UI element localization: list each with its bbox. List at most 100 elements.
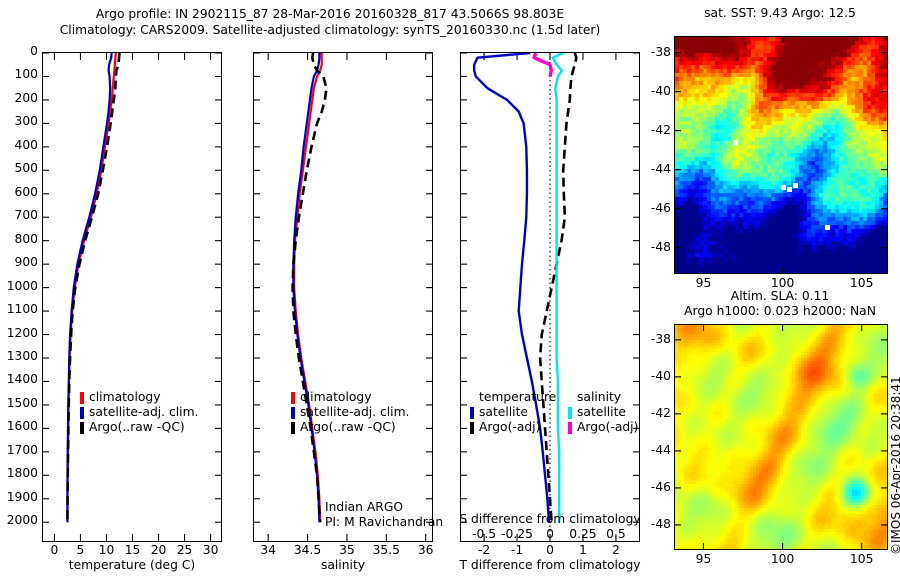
difference-legend-item: Argo(-adj) <box>568 420 645 435</box>
sla-value: Altim. SLA: 0.11 <box>730 289 830 303</box>
argo-program-name: Indian ARGO <box>325 500 404 514</box>
temperature-tick-label: 5 <box>76 543 85 557</box>
legend-label: Argo(..raw -QC) <box>89 420 185 434</box>
title-line-1: Argo profile: IN 2902115_87 28-Mar-2016 … <box>95 7 565 21</box>
legend-label: Argo(-adj) <box>577 420 639 434</box>
sla-map-title: Altim. SLA: 0.11 Argo h1000: 0.023 h2000… <box>660 289 900 319</box>
temperature-legend-item: climatology <box>80 390 198 405</box>
legend-label: satellite-adj. clim. <box>300 405 410 419</box>
imos-credit: ©IMOS 06-Apr-2016 20:38:41 <box>889 376 900 555</box>
depth-tick-label: 800 <box>14 231 38 246</box>
s-difference-tick-label: 0.5 <box>606 527 626 541</box>
depth-tick-label: 1300 <box>6 349 38 363</box>
depth-tick-label: 1600 <box>6 419 38 434</box>
salinity-tick-label: 35.5 <box>372 543 400 557</box>
temperature-legend-item: satellite-adj. clim. <box>80 405 198 420</box>
longitude-tick-label: 100 <box>770 552 795 566</box>
difference-profile-chart <box>461 53 639 541</box>
latitude-tick-label: -48 <box>650 239 671 254</box>
difference-plot-panel <box>460 52 640 542</box>
legend-label: satellite <box>479 405 528 419</box>
salinity-legend-item: Argo(..raw -QC) <box>291 420 409 435</box>
temperature-tick-label: 20 <box>150 543 167 557</box>
depth-tick-label: 400 <box>14 137 38 152</box>
t-difference-tick-label: 1 <box>579 543 587 557</box>
depth-tick-label: 300 <box>14 114 38 129</box>
legend-label: Argo(-adj) <box>479 420 541 434</box>
longitude-tick-label: 105 <box>849 552 874 566</box>
depth-tick-label: 600 <box>14 184 38 199</box>
salinity-tick-label: 34.5 <box>293 543 322 557</box>
salinity-tick-label: 34 <box>260 543 276 557</box>
longitude-tick-label: 100 <box>770 276 795 290</box>
legend-color-swatch <box>80 406 84 419</box>
difference-legend: temperature satellite Argo(-adj) salinity sa… <box>470 390 645 435</box>
depth-tick-label: 1900 <box>6 489 38 504</box>
legend-label: satellite-adj. clim. <box>89 405 199 419</box>
longitude-tick-label: 95 <box>695 552 712 566</box>
s-difference-tick-label: 0 <box>546 527 554 541</box>
depth-tick-label: 700 <box>14 208 38 223</box>
temperature-tick-label: 30 <box>202 543 219 557</box>
latitude-tick-label: -42 <box>650 122 671 137</box>
latitude-tick-label: -44 <box>650 442 671 457</box>
figure-title: Argo profile: IN 2902115_87 28-Mar-2016 … <box>0 6 660 38</box>
salinity-legend-item: climatology <box>291 390 409 405</box>
legend-color-swatch <box>568 421 572 434</box>
temperature-tick-label: 0 <box>50 543 59 557</box>
legend-color-swatch <box>291 421 295 434</box>
latitude-tick-label: -44 <box>650 161 671 176</box>
latitude-tick-label: -40 <box>650 368 671 383</box>
t-difference-tick-label: -2 <box>477 543 491 557</box>
t-difference-tick-label: 2 <box>612 543 620 557</box>
s-difference-axis-label: S difference from climatology <box>459 512 641 526</box>
latitude-tick-label: -48 <box>650 516 671 531</box>
temperature-legend-item: Argo(..raw -QC) <box>80 420 198 435</box>
salinity-legend: climatology satellite-adj. clim. Argo(..ra… <box>291 390 409 435</box>
latitude-tick-label: -38 <box>650 44 671 59</box>
depth-tick-label: 200 <box>14 90 38 105</box>
difference-legend-header: temperature <box>479 390 557 404</box>
latitude-tick-label: -42 <box>650 405 671 420</box>
legend-color-swatch <box>291 391 295 404</box>
depth-tick-label: 0 <box>30 44 38 58</box>
legend-color-swatch <box>568 406 572 419</box>
depth-tick-label: 1800 <box>6 466 38 481</box>
latitude-tick-label: -40 <box>650 83 671 98</box>
difference-legend-item: satellite <box>568 405 645 420</box>
difference-legend-header: salinity <box>577 390 622 404</box>
depth-tick-label: 1200 <box>6 325 38 340</box>
temperature-tick-label: 15 <box>124 543 141 557</box>
legend-label: climatology <box>300 390 372 404</box>
temperature-tick-label: 25 <box>176 543 193 557</box>
longitude-tick-label: 95 <box>695 276 712 290</box>
legend-color-swatch <box>291 406 295 419</box>
t-difference-tick-label: -1 <box>510 543 524 557</box>
temperature-plot-panel <box>42 52 222 542</box>
depth-tick-label: 100 <box>14 67 38 82</box>
salinity-legend-item: satellite-adj. clim. <box>291 405 409 420</box>
latitude-tick-label: -38 <box>650 331 671 346</box>
argo-pi-name: PI: M Ravichandran <box>325 515 444 529</box>
legend-color-swatch <box>80 391 84 404</box>
title-line-2: Climatology: CARS2009. Satellite-adjuste… <box>59 23 601 37</box>
salinity-axis-label: salinity <box>320 558 366 572</box>
argo-heights: Argo h1000: 0.023 h2000: NaN <box>684 304 876 318</box>
sla-map-image <box>675 325 887 549</box>
legend-color-swatch <box>470 421 474 434</box>
t-difference-axis-label: T difference from climatology <box>459 558 641 572</box>
s-difference-tick-label: -0.5 <box>472 527 497 541</box>
temperature-axis-label: temperature (deg C) <box>68 558 196 572</box>
legend-label: satellite <box>577 405 626 419</box>
salinity-plot-panel <box>253 52 433 542</box>
longitude-tick-label: 105 <box>849 276 874 290</box>
s-difference-tick-label: 0.25 <box>569 527 597 541</box>
temperature-legend: climatology satellite-adj. clim. Argo(..ra… <box>80 390 198 435</box>
argo-program-annotation: Indian ARGO PI: M Ravichandran <box>325 500 443 530</box>
depth-tick-label: 1700 <box>6 442 38 457</box>
salinity-profile-chart <box>254 53 432 541</box>
salinity-tick-label: 35 <box>339 543 355 557</box>
depth-tick-label: 1100 <box>6 302 38 317</box>
latitude-tick-label: -46 <box>650 479 671 494</box>
sst-map-panel <box>674 36 888 274</box>
